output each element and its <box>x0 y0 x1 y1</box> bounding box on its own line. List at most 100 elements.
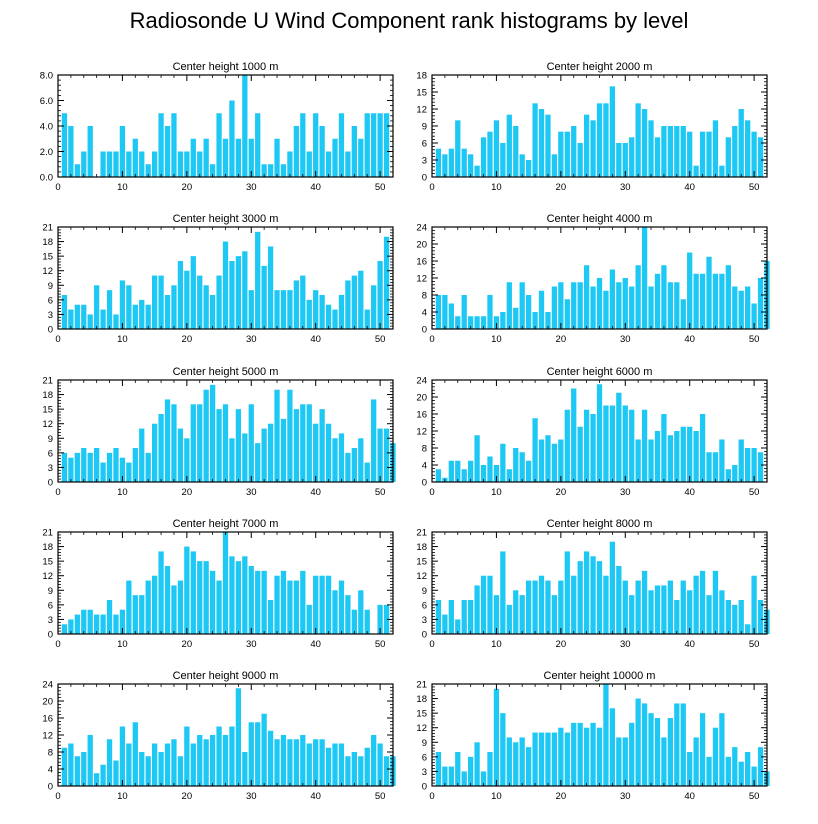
histogram-bar <box>81 609 87 634</box>
histogram-bar <box>184 270 190 329</box>
histogram-bar <box>203 138 209 177</box>
histogram-bar <box>325 304 332 329</box>
histogram-bar <box>100 614 106 634</box>
histogram-bar <box>222 404 229 482</box>
histogram-bar <box>493 688 500 786</box>
histogram-bar <box>229 438 235 482</box>
histogram-bar <box>732 465 738 482</box>
histogram-bar <box>319 126 325 177</box>
histogram-bar <box>325 423 332 482</box>
histogram-bar <box>616 566 622 634</box>
histogram-bar <box>706 756 712 786</box>
histogram-bar <box>500 713 506 786</box>
histogram-bar <box>313 739 319 786</box>
histogram-bar <box>235 688 242 786</box>
histogram-bar <box>287 389 293 482</box>
histogram-bar <box>706 452 712 482</box>
histogram-bar <box>81 448 87 482</box>
histogram-bar <box>216 275 222 329</box>
histogram-bar <box>699 131 706 177</box>
histogram-bar <box>158 113 164 177</box>
histogram-bar <box>583 727 590 786</box>
histogram-bar <box>435 752 442 786</box>
histogram-bar <box>674 703 680 786</box>
histogram-bar <box>551 286 558 329</box>
histogram-bar <box>751 131 757 177</box>
histogram-bar <box>667 718 673 786</box>
histogram-bar <box>364 113 370 177</box>
histogram-bar <box>577 561 583 634</box>
histogram-bar <box>661 414 667 482</box>
histogram-bar <box>757 600 764 634</box>
histogram-bar <box>113 760 119 786</box>
histogram-bar <box>480 137 487 177</box>
histogram-bar <box>525 460 532 482</box>
y-tick-label: 12 <box>42 731 53 742</box>
histogram-bar <box>435 600 442 634</box>
histogram-bar <box>87 452 93 482</box>
x-tick-label: 50 <box>749 639 760 650</box>
histogram-bar <box>242 251 248 329</box>
y-tick-label: 15 <box>42 557 53 568</box>
histogram-bar <box>545 732 551 786</box>
histogram-bar <box>519 595 525 634</box>
x-tick-label: 10 <box>491 487 502 498</box>
histogram-bar <box>267 600 274 634</box>
histogram-bar <box>190 743 196 786</box>
histogram-bar <box>435 295 442 329</box>
x-tick-label: 20 <box>556 639 567 650</box>
histogram-bar <box>151 275 158 329</box>
histogram-bar <box>61 452 68 482</box>
x-tick-label: 40 <box>684 334 695 345</box>
histogram-bar <box>513 307 519 329</box>
histogram-bar <box>745 448 751 482</box>
x-tick-label: 50 <box>375 487 386 498</box>
histogram-bar <box>745 624 751 634</box>
x-tick-label: 50 <box>375 182 386 193</box>
histogram-bar <box>177 151 184 177</box>
histogram-bar <box>248 138 254 177</box>
histogram-bar <box>358 590 364 634</box>
histogram-bar <box>132 138 138 177</box>
histogram-panel-1: Center height 1000 m 0.0 2.0 4.0 6.0 8.0 0 10 20… <box>40 61 394 193</box>
histogram-bar <box>603 575 609 634</box>
x-tick-label: 40 <box>310 334 321 345</box>
x-tick-label: 20 <box>182 639 193 650</box>
histogram-bar <box>209 570 216 634</box>
histogram-bar <box>242 752 248 786</box>
histogram-bar <box>693 273 699 329</box>
histogram-bar <box>280 570 287 634</box>
histogram-bar <box>280 290 287 329</box>
y-tick-label: 12 <box>416 723 427 734</box>
histogram-bar <box>345 280 351 329</box>
histogram-bar <box>654 585 661 634</box>
histogram-bar <box>629 286 635 329</box>
x-tick-label: 40 <box>310 182 321 193</box>
histogram-bar <box>132 448 138 482</box>
histogram-bar <box>532 732 538 786</box>
x-tick-label: 40 <box>684 182 695 193</box>
histogram-bar <box>145 452 151 482</box>
histogram-bar <box>474 165 480 177</box>
histogram-bar <box>506 469 512 482</box>
histogram-bar <box>712 570 719 634</box>
histogram-bar <box>364 462 370 482</box>
histogram-bar <box>448 766 454 786</box>
histogram-bar <box>87 735 93 786</box>
histogram-bar <box>500 551 506 634</box>
histogram-bar <box>300 275 306 329</box>
histogram-bar <box>171 285 177 329</box>
histogram-bar <box>635 580 641 634</box>
histogram-bar <box>699 713 706 786</box>
y-tick-label: 0 <box>48 478 53 489</box>
histogram-bar <box>306 743 312 786</box>
histogram-bar <box>106 600 113 634</box>
histogram-bar <box>209 295 216 329</box>
histogram-bar <box>222 138 229 177</box>
histogram-bar <box>719 165 725 177</box>
histogram-bar <box>151 575 158 634</box>
y-tick-label: 12 <box>42 571 53 582</box>
histogram-bar <box>229 726 235 786</box>
histogram-bar <box>654 137 661 177</box>
